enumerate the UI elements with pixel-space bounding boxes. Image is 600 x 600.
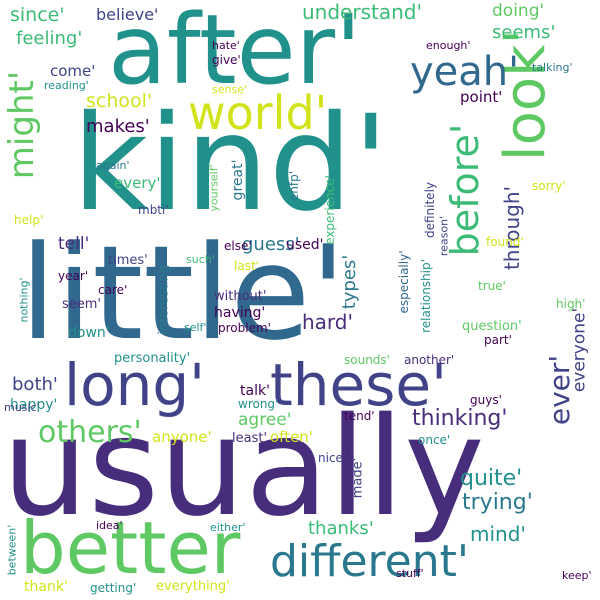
word-such: such' xyxy=(186,253,215,266)
word-different: different' xyxy=(270,536,469,587)
word-these: these' xyxy=(270,351,448,419)
word-sense: sense' xyxy=(212,83,247,96)
word-point: point' xyxy=(460,88,503,106)
word-keep: keep' xyxy=(562,569,592,582)
word-found: found' xyxy=(486,235,524,249)
word-relationship: relationship' xyxy=(419,259,433,333)
word-great: great' xyxy=(230,159,246,201)
word-give: give' xyxy=(212,53,241,67)
word-between: between' xyxy=(5,524,19,576)
word-mind: mind' xyxy=(470,522,526,546)
word-before: before' xyxy=(443,123,487,257)
word-through: through' xyxy=(500,185,524,271)
word-seems: seems' xyxy=(492,22,556,43)
word-school: school' xyxy=(86,90,153,112)
word-usually: usually xyxy=(2,389,485,547)
word-come: come' xyxy=(50,62,96,80)
word-thanks: thanks' xyxy=(308,518,374,539)
word-often: often' xyxy=(270,428,313,446)
word-since: since' xyxy=(10,4,65,26)
word-thinking: thinking' xyxy=(412,406,508,431)
word-help: help' xyxy=(14,213,44,227)
word-kind: kind' xyxy=(72,87,389,241)
word-reason: reason' xyxy=(437,215,451,257)
word-long: long' xyxy=(64,351,206,419)
word-nothing: nothing' xyxy=(17,277,31,323)
word-talking: talking' xyxy=(532,61,573,74)
word-music: music' xyxy=(4,401,40,414)
word-sorry: sorry' xyxy=(532,179,566,193)
word-tend: tend' xyxy=(344,409,375,423)
word-stuff: stuff' xyxy=(396,567,424,580)
word-another: another' xyxy=(404,353,455,367)
word-part: part' xyxy=(484,333,512,347)
word-down: down' xyxy=(68,325,110,341)
word-getting: getting' xyxy=(90,581,137,595)
word-everyone: everyone' xyxy=(569,307,590,393)
word-enfp: enfp' xyxy=(287,170,301,202)
word-without: without' xyxy=(214,289,267,304)
word-nice: nice' xyxy=(318,451,347,465)
word-hard: hard' xyxy=(302,310,353,334)
word-makes: makes' xyxy=(86,116,150,137)
word-guys: guys' xyxy=(470,393,502,407)
word-self: self' xyxy=(184,321,207,334)
word-enough: enough' xyxy=(426,39,471,52)
word-little: little' xyxy=(20,217,347,369)
word-least: least' xyxy=(232,431,268,446)
word-sounds: sounds' xyxy=(344,353,390,367)
word-last: last' xyxy=(234,259,259,273)
word-hate: hate' xyxy=(212,39,240,52)
word-question: question' xyxy=(462,319,522,334)
word-high: high' xyxy=(556,297,586,311)
word-anyone: anyone' xyxy=(152,428,212,446)
word-agree: agree' xyxy=(238,410,292,430)
word-once: once' xyxy=(418,433,451,447)
word-else: else' xyxy=(224,239,252,253)
word-every: every' xyxy=(114,174,161,192)
word-yeah: yeah' xyxy=(410,49,520,95)
word-world: world' xyxy=(188,86,328,140)
word-feeling: feeling' xyxy=(16,28,83,49)
word-idea: idea' xyxy=(96,519,123,532)
word-especially: especially' xyxy=(397,250,411,314)
word-care: care' xyxy=(98,283,128,297)
word-doing: doing' xyxy=(492,1,545,21)
word-better: better xyxy=(20,506,241,590)
word-definitely: definitely xyxy=(423,181,437,239)
word-reading: reading' xyxy=(44,79,89,92)
word-yourself: yourself' xyxy=(207,164,221,212)
word-mbti: mbti' xyxy=(138,203,169,217)
word-true: true' xyxy=(478,279,506,293)
word-guess: guess' xyxy=(242,234,300,255)
word-might: might' xyxy=(2,70,42,180)
word-experience: experience' xyxy=(323,175,337,245)
word-both: both' xyxy=(12,374,58,395)
word-types: types' xyxy=(339,254,360,310)
word-used: used' xyxy=(286,237,324,253)
word-seem: seem' xyxy=(62,297,102,312)
word-thank: thank' xyxy=(24,579,68,595)
word-times: times' xyxy=(108,253,148,268)
word-year: year' xyxy=(58,269,89,283)
word-after: after' xyxy=(108,0,362,106)
word-having: having' xyxy=(214,305,266,321)
word-personality: personality' xyxy=(114,351,191,366)
word-believe: believe' xyxy=(96,5,159,24)
word-talk: talk' xyxy=(240,383,270,399)
word-again: again' xyxy=(96,159,130,172)
word-happy: happy' xyxy=(10,397,58,413)
word-interesting: interesting' xyxy=(156,261,172,335)
word-either: either' xyxy=(210,521,246,534)
word-everything: everything' xyxy=(156,579,230,594)
word-understand: understand' xyxy=(302,0,422,24)
word-wrong: wrong' xyxy=(238,397,279,411)
word-others: others' xyxy=(38,415,142,450)
word-problem: problem' xyxy=(218,321,271,335)
word-quite: quite' xyxy=(460,466,523,491)
word-trying: trying' xyxy=(462,490,533,515)
word-made: made' xyxy=(350,457,366,499)
word-tell: tell' xyxy=(58,234,90,254)
